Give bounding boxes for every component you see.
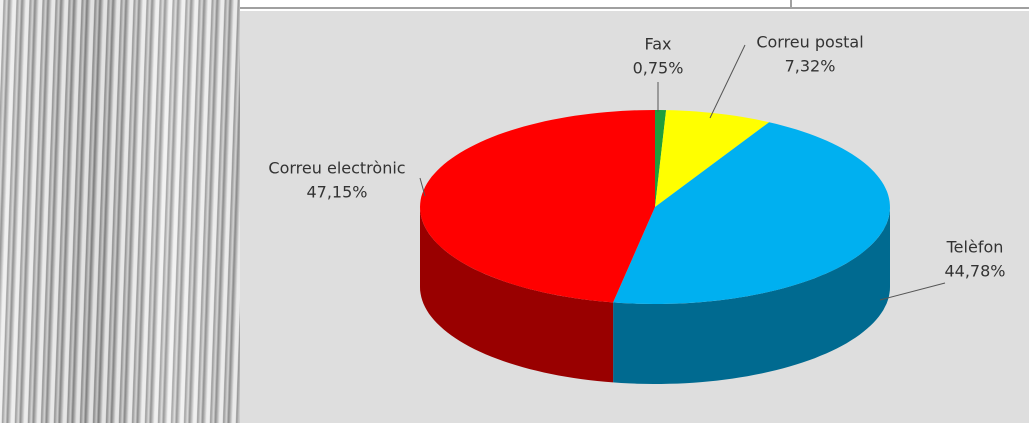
slice bbox=[655, 110, 770, 207]
slice bbox=[613, 122, 890, 304]
slice-value-label: 0,75% bbox=[633, 59, 684, 78]
leader-line bbox=[709, 44, 746, 119]
slice-label: Correu electrònic bbox=[268, 159, 405, 178]
slice-label: Fax bbox=[644, 35, 671, 54]
paper-photo bbox=[0, 0, 240, 423]
slice-side bbox=[420, 207, 614, 383]
table-divider bbox=[790, 0, 792, 9]
slice-value-label: 7,32% bbox=[785, 57, 836, 76]
slice-label: Telèfon bbox=[946, 238, 1004, 257]
slice-side bbox=[613, 207, 890, 384]
leader-line bbox=[419, 177, 426, 197]
slice-label: Correu postal bbox=[756, 33, 863, 52]
leader-line bbox=[879, 282, 946, 301]
top-table-strip bbox=[240, 0, 1029, 9]
slice-value-label: 47,15% bbox=[306, 183, 367, 202]
slice bbox=[655, 110, 667, 207]
slice bbox=[420, 110, 655, 303]
slice-value-label: 44,78% bbox=[944, 262, 1005, 281]
